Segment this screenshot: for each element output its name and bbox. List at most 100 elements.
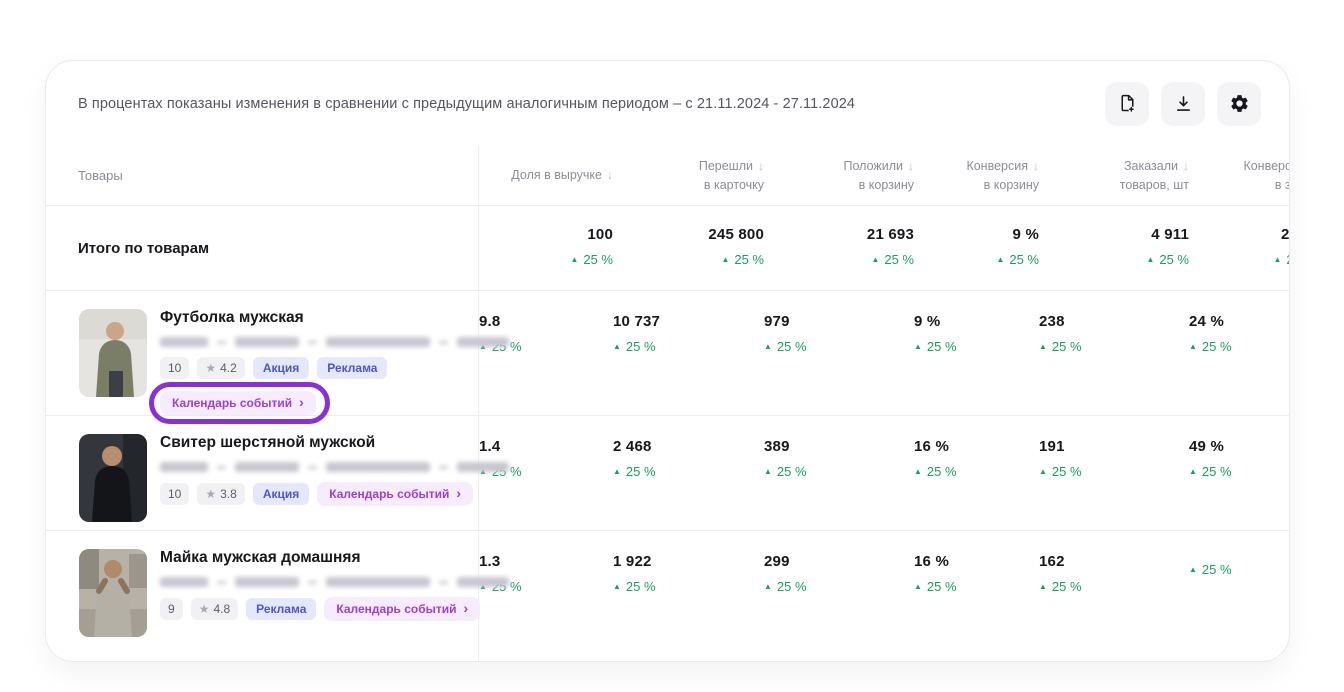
metric-cell: 4 911 ▲ 25 %	[1039, 206, 1189, 291]
product-image	[79, 434, 147, 522]
up-arrow-icon: ▲	[613, 466, 621, 476]
up-arrow-icon: ▲	[914, 466, 922, 476]
rating-badge: ★ 4.2	[197, 357, 245, 379]
metric-cell: 23 % ▲25 %	[1189, 206, 1289, 291]
metric-cell: 979 ▲ 25 %	[764, 291, 914, 416]
metric-cell: 9 % ▲ 25 %	[914, 206, 1039, 291]
metric-cell: 24 % ▲ 25 %	[1189, 291, 1289, 416]
metric-cell: 1.3 ▲25 %	[479, 553, 522, 594]
chevron-right-icon: ›	[456, 485, 462, 502]
metric-cell: 389 ▲ 25 %	[764, 416, 914, 531]
chevron-right-icon: ›	[463, 600, 469, 617]
analytics-card: В процентах показаны изменения в сравнен…	[45, 60, 1290, 662]
column-header-ordered-items[interactable]: Заказали ↓ товаров, шт	[1039, 146, 1189, 206]
metric-cell: 191 ▲ 25 %	[1039, 416, 1189, 531]
products-table: Товары Доля в выручке ↓ Перешли ↓ в карточ…	[46, 146, 1289, 661]
tag-badge: Акция	[252, 357, 310, 379]
sort-desc-icon: ↓	[1183, 159, 1189, 174]
column-header-cart-conversion[interactable]: Конверсия ↓ в корзину	[914, 146, 1039, 206]
card-header: В процентах показаны изменения в сравнен…	[46, 61, 1289, 146]
metric-cell: 245 800 ▲ 25 %	[613, 206, 764, 291]
product-title[interactable]: Футболка мужская	[160, 309, 304, 326]
product-image	[79, 309, 147, 397]
up-arrow-icon: ▲	[1039, 341, 1047, 351]
column-header-revenue-share[interactable]: Доля в выручке ↓	[479, 146, 613, 206]
column-header-added-to-cart[interactable]: Положили ↓ в корзину	[764, 146, 914, 206]
up-arrow-icon: ▲	[914, 341, 922, 351]
metric-cell: 21 693 ▲ 25 %	[764, 206, 914, 291]
product-title[interactable]: Майка мужская домашняя	[160, 549, 361, 566]
count-badge: 10	[160, 483, 190, 505]
up-arrow-icon: ▲	[764, 466, 772, 476]
totals-label: Итого по товарам	[46, 206, 479, 291]
up-arrow-icon: ▲	[1039, 581, 1047, 591]
product-cell: Свитер шерстяной мужской 10 ★ 3.8 Акция К…	[46, 416, 509, 531]
redacted-text	[160, 462, 509, 472]
metric-cell: 49 % ▲ 25 %	[1189, 416, 1289, 531]
metric-cell: 16 % ▲ 25 %	[914, 416, 1039, 531]
up-arrow-icon: ▲	[613, 581, 621, 591]
column-header-order-conversion[interactable]: Конверсия↓ в заказ	[1189, 146, 1289, 206]
metric-cell: 299 ▲ 25 %	[764, 553, 807, 594]
comparison-period-note: В процентах показаны изменения в сравнен…	[78, 95, 856, 112]
star-icon: ★	[205, 487, 217, 501]
up-arrow-icon: ▲	[721, 254, 730, 264]
chevron-right-icon: ›	[299, 394, 304, 411]
toolbar	[1105, 81, 1261, 126]
metric-cell: 238 ▲ 25 %	[1039, 291, 1189, 416]
metric-cell: ▲ 25 %	[1189, 562, 1232, 577]
product-image	[79, 549, 147, 637]
metric-cell: 9 % ▲ 25 %	[914, 291, 1039, 416]
up-arrow-icon: ▲	[1146, 254, 1155, 264]
up-arrow-icon: ▲	[1189, 564, 1197, 574]
rating-badge: ★ 4.8	[190, 598, 239, 620]
download-icon	[1173, 93, 1194, 114]
up-arrow-icon: ▲	[914, 581, 922, 591]
product-title[interactable]: Свитер шерстяной мужской	[160, 434, 376, 451]
metric-cell: 9.8 ▲25 %	[479, 291, 613, 416]
totals-row: Итого по товарам 100 ▲ 25 % 245 800 ▲ 25 %…	[46, 206, 1289, 291]
metric-cell: 1.4 ▲25 %	[479, 416, 613, 531]
product-row: Свитер шерстяной мужской 10 ★ 3.8 Акция К…	[46, 416, 1289, 531]
sort-desc-icon: ↓	[1033, 159, 1039, 174]
star-icon: ★	[205, 361, 217, 375]
metric-cell: 2 468 ▲ 25 %	[613, 416, 764, 531]
metric-cell: 162 ▲ 25 %	[1039, 553, 1082, 594]
star-icon: ★	[198, 602, 210, 616]
tag-badge: Акция	[252, 483, 310, 505]
metric-cell: 1 922 ▲ 25 %	[613, 553, 656, 594]
up-arrow-icon: ▲	[570, 254, 579, 264]
calendar-events-link[interactable]: Календарь событий ›	[324, 597, 481, 621]
rating-badge: ★ 3.8	[197, 483, 245, 505]
download-button[interactable]	[1161, 81, 1205, 126]
product-row: Майка мужская домашняя 9 ★ 4.8 Реклама Ка…	[46, 531, 1289, 661]
tag-badge: Реклама	[246, 598, 317, 620]
up-arrow-icon: ▲	[764, 581, 772, 591]
sort-desc-icon: ↓	[607, 168, 613, 183]
file-plus-icon	[1117, 93, 1138, 114]
column-header-card-visits[interactable]: Перешли ↓ в карточку	[613, 146, 764, 206]
up-arrow-icon: ▲	[613, 341, 621, 351]
count-badge: 9	[160, 598, 183, 620]
up-arrow-icon: ▲	[1189, 341, 1197, 351]
sort-desc-icon: ↓	[908, 159, 914, 174]
calendar-events-link[interactable]: Календарь событий ›	[160, 391, 316, 415]
table-header-row: Товары Доля в выручке ↓ Перешли ↓ в карточ…	[46, 146, 1289, 206]
up-arrow-icon: ▲	[764, 341, 772, 351]
export-report-button[interactable]	[1105, 81, 1149, 126]
count-badge: 10	[160, 357, 190, 379]
redacted-text	[160, 577, 509, 587]
calendar-events-link[interactable]: Календарь событий ›	[317, 482, 474, 506]
settings-button[interactable]	[1217, 81, 1261, 126]
metric-cell: 100 ▲ 25 %	[479, 206, 613, 291]
up-arrow-icon: ▲	[871, 254, 880, 264]
metric-cell: 16 % ▲ 25 %	[914, 553, 957, 594]
up-arrow-icon: ▲	[1189, 466, 1197, 476]
product-cell: Футболка мужская 10 ★ 4.2 Акция Реклама К…	[46, 291, 509, 424]
column-header-products: Товары	[46, 146, 479, 206]
sort-desc-icon: ↓	[758, 159, 764, 174]
up-arrow-icon: ▲	[996, 254, 1005, 264]
product-row: Футболка мужская 10 ★ 4.2 Акция Реклама К…	[46, 291, 1289, 424]
redacted-text	[160, 337, 509, 347]
up-arrow-icon: ▲	[1039, 466, 1047, 476]
